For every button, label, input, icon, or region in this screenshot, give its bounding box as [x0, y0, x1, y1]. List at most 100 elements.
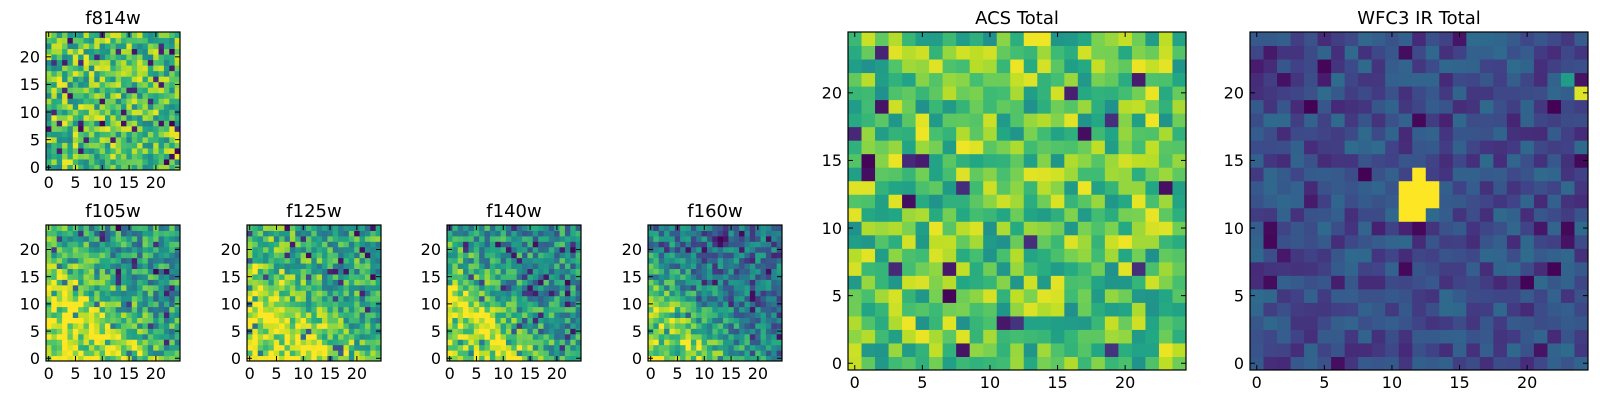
heatmap-cell — [163, 87, 170, 94]
heatmap-cell — [46, 241, 52, 248]
heatmap-cell — [169, 328, 176, 335]
heatmap-cell — [1050, 234, 1065, 249]
heatmap-cell — [516, 263, 523, 270]
heatmap-cell — [1263, 302, 1278, 317]
heatmap-cell — [1277, 126, 1292, 141]
heatmap-cell — [174, 65, 181, 72]
heatmap-cell — [1304, 167, 1319, 182]
heatmap-cell — [279, 301, 286, 308]
heatmap-cell — [648, 241, 654, 248]
heatmap-cell — [354, 284, 361, 291]
heatmap-cell — [1091, 221, 1106, 236]
x-tick-label: 5 — [672, 364, 682, 383]
heatmap-cell — [723, 344, 729, 351]
heatmap-cell — [653, 241, 660, 248]
heatmap-cell — [1277, 221, 1292, 236]
y-tick-label: 15 — [822, 151, 842, 170]
heatmap-cell — [771, 235, 778, 242]
heatmap-cell — [1290, 126, 1305, 141]
heatmap-cell — [370, 235, 377, 242]
heatmap-cell — [153, 306, 160, 313]
heatmap-cell — [348, 268, 355, 275]
heatmap-cell — [505, 301, 512, 308]
heatmap-cell — [733, 230, 740, 237]
heatmap-cell — [1466, 234, 1481, 249]
heatmap-cell — [942, 356, 957, 371]
heatmap-cell — [142, 37, 149, 44]
heatmap-cell — [67, 131, 74, 138]
heatmap-cell — [110, 43, 117, 50]
heatmap-cell — [1104, 45, 1119, 60]
x-tick-label: 20 — [1115, 373, 1135, 392]
heatmap-cell — [548, 333, 555, 340]
heatmap-cell — [902, 248, 917, 263]
heatmap-cell — [648, 344, 654, 351]
heatmap-cell — [56, 153, 63, 160]
heatmap-cell — [354, 306, 361, 313]
heatmap-cell — [1385, 140, 1400, 155]
heatmap-cell — [712, 333, 719, 340]
heatmap-cell — [257, 301, 264, 308]
heatmap-cell — [1493, 113, 1508, 128]
heatmap-cell — [1091, 356, 1106, 371]
heatmap-cell — [447, 230, 453, 237]
heatmap-cell — [153, 252, 160, 259]
heatmap-cell — [94, 114, 101, 121]
heatmap-cell — [765, 328, 772, 335]
heatmap-cell — [915, 288, 930, 303]
heatmap-cell — [1385, 72, 1400, 87]
heatmap-cell — [696, 344, 703, 351]
heatmap-cell — [273, 273, 280, 280]
heatmap-cell — [72, 279, 79, 286]
heatmap-cell — [163, 295, 170, 302]
heatmap-cell — [902, 140, 917, 155]
heatmap-cell — [875, 342, 890, 357]
heatmap-cell — [1506, 221, 1521, 236]
heatmap-cell — [915, 140, 930, 155]
heatmap-cell — [137, 263, 143, 270]
heatmap-cell — [664, 306, 670, 313]
heatmap-cell — [658, 344, 665, 351]
heatmap-cell — [1425, 261, 1440, 276]
heatmap-cell — [554, 241, 561, 248]
heatmap-cell — [479, 257, 486, 264]
heatmap-cell — [147, 284, 154, 291]
heatmap-cell — [110, 252, 117, 259]
heatmap-cell — [110, 158, 117, 165]
heatmap-cell — [284, 279, 291, 286]
heatmap-cell — [479, 230, 486, 237]
heatmap-cell — [137, 136, 143, 143]
heatmap-cell — [664, 263, 670, 270]
heatmap-cell — [126, 98, 133, 105]
heatmap-cell — [1479, 126, 1494, 141]
heatmap-cell — [776, 235, 783, 242]
heatmap-cell — [559, 246, 566, 253]
x-tick-label: 10 — [293, 364, 313, 383]
heatmap-cell — [142, 328, 149, 335]
heatmap-cell — [332, 273, 339, 280]
heatmap-cell — [67, 322, 74, 329]
heatmap-cell — [875, 72, 890, 87]
heatmap-cell — [289, 235, 296, 242]
heatmap-cell — [359, 268, 366, 275]
heatmap-cell — [115, 241, 122, 248]
heatmap-cell — [163, 344, 170, 351]
heatmap-cell — [279, 328, 286, 335]
heatmap-cell — [163, 241, 170, 248]
heatmap-cell — [56, 225, 63, 231]
heatmap-cell — [126, 279, 133, 286]
heatmap-cell — [343, 301, 350, 308]
heatmap-cell — [46, 257, 52, 264]
heatmap-cell — [1344, 99, 1359, 114]
heatmap-cell — [268, 252, 275, 259]
heatmap-cell — [137, 37, 143, 44]
heatmap-cell — [1023, 207, 1038, 222]
heatmap-cell — [163, 153, 170, 160]
heatmap-cell — [72, 312, 79, 318]
heatmap-cell — [78, 301, 85, 308]
heatmap-cell — [771, 339, 778, 346]
heatmap-cell — [484, 246, 491, 253]
heatmap-cell — [115, 333, 122, 340]
heatmap-cell — [62, 136, 68, 143]
heatmap-cell — [142, 279, 149, 286]
